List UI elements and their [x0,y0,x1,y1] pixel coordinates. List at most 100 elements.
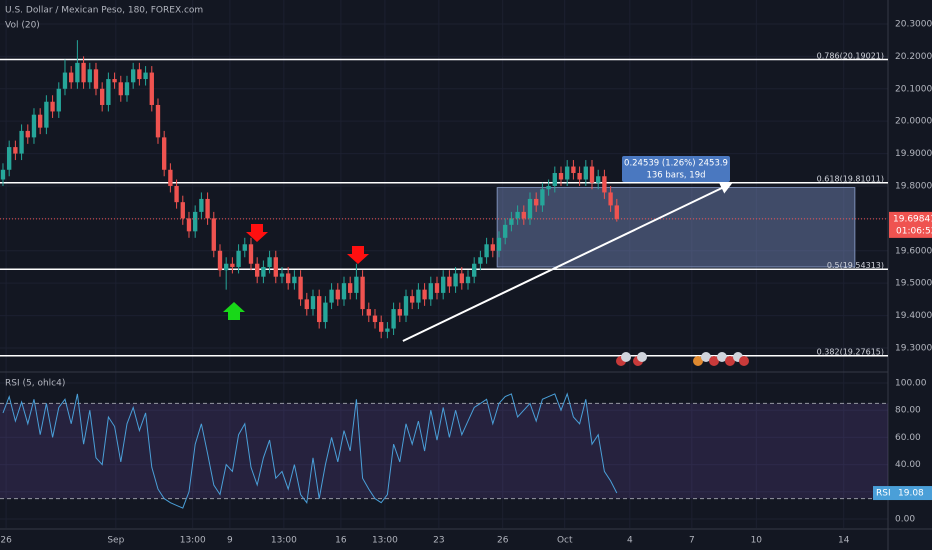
rsi-band [0,403,888,499]
down-arrow [347,246,369,264]
candle-body [558,173,564,180]
fib-level-label: 0.382(19.27615) [817,348,884,357]
candle-body [447,276,452,287]
candle-body [602,176,607,193]
y-tick-label: 20.10000 [895,84,932,94]
candle-body [490,244,495,251]
candle-body [304,299,309,310]
candle-body [614,205,619,219]
candle-body [503,224,508,238]
plot: 26 Sep 13:00 9 13:00 16 13:00 23 26 Oct 4 7 10 14 19.3… [0,19,932,546]
candle-body [124,82,130,96]
candle-body [62,72,68,89]
x-tick-label: 23 [433,536,444,546]
candle-body [534,198,539,206]
candle-body [410,296,415,303]
candle-body [354,276,359,293]
candle-body [87,69,92,83]
countdown-label: 01:06:52 [896,226,932,236]
candle-body [329,289,334,303]
y-tick-label: 19.90000 [895,149,932,159]
candle-body [441,276,446,293]
candle-body [521,211,526,219]
candle-body [100,88,105,105]
measure-box [622,156,730,182]
candle-body [118,82,123,96]
x-tick-label: Sep [107,536,124,546]
candle-body [186,218,192,232]
y-tick-label: 0.00 [895,514,915,524]
candle-body [279,273,285,277]
x-tick-label: 7 [689,536,695,546]
candle-body [391,309,396,329]
candle-body [106,79,111,105]
candle-body [19,130,24,154]
candle-body [50,101,55,112]
candle-body [143,72,148,80]
x-tick-label: 9 [227,536,233,546]
candle-body [496,237,502,251]
x-tick-label: 10 [751,536,763,546]
candle-body [608,192,613,206]
candle-body [571,166,576,174]
candle-body [583,166,588,180]
candle-body [13,147,18,154]
candle-body [341,283,347,300]
rsi-tag-name: RSI [876,489,891,499]
candle-body [155,104,161,138]
candle-body [478,257,483,264]
candle-body [44,101,49,128]
candle-body [360,276,365,310]
rsi-tag-value: 19.08 [898,489,924,499]
y-tick-label: 20.00000 [895,117,932,127]
candle-body [193,211,198,232]
fib-level-label: 0.786(20.19021) [817,52,884,61]
candle-body [38,114,43,128]
candle-body [7,147,12,170]
x-tick-label: 13:00 [372,536,398,546]
candle-body [292,276,297,284]
candle-body [31,114,37,138]
candle-body [137,69,142,80]
rsi-tag [873,486,932,501]
up-arrow [223,302,245,320]
candle-body [484,244,489,258]
y-tick-label: 100.00 [895,378,927,388]
candle-body [472,263,477,277]
candle-body [379,322,384,332]
chart-title: U.S. Dollar / Mexican Peso, 180, FOREX.c… [5,6,203,16]
candle-body [515,211,520,219]
candle-body [224,263,229,271]
candle-body [589,166,595,183]
candle-body [236,250,241,267]
candle-body [273,257,278,277]
indicator-label: Vol (20) [5,21,40,31]
candle-body [577,173,582,180]
x-tick-label: 4 [627,536,633,546]
rsi-line [2,392,618,509]
candle-body [540,189,545,206]
candle-body [416,289,421,303]
candle-body [317,296,322,323]
candle-body [81,62,86,83]
measure-label: 0.24539 (1.26%) 2453.9 [624,159,728,169]
x-tick-label: Oct [557,536,573,546]
event-icons [616,352,749,366]
candle-body [25,130,30,138]
y-tick-label: 19.80000 [895,181,932,191]
x-tick-label: 13:00 [271,536,297,546]
y-tick-label: 19.40000 [895,311,932,321]
candle-body [199,198,204,212]
candle-body [205,198,210,219]
candle-body [248,244,254,264]
y-tick-label: 19.60000 [895,246,932,256]
trend-line [402,182,733,342]
candle-body [403,296,409,316]
candle-body [366,309,371,316]
candle-body [428,283,433,300]
candle-body [348,283,353,293]
candle-body [434,283,440,293]
